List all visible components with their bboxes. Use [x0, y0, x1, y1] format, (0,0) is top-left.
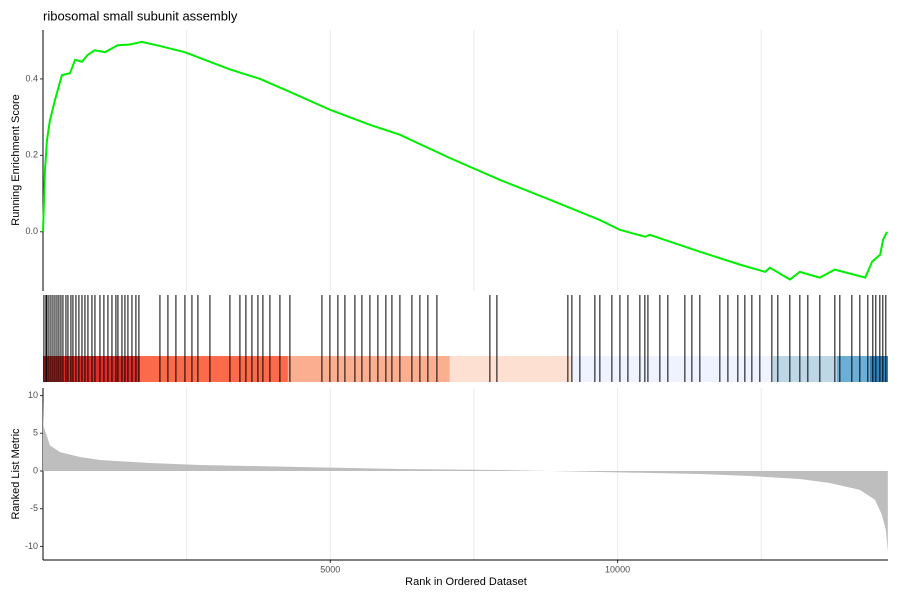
- rank-band: [287, 356, 450, 382]
- chart-title: ribosomal small subunit assembly: [43, 8, 238, 23]
- y-tick-label: 0: [33, 465, 38, 475]
- y-tick-label: 10: [28, 390, 38, 400]
- y-axis-title: Ranked List Metric: [10, 428, 22, 520]
- rank-band: [772, 356, 837, 382]
- y-tick-label: 0.4: [25, 73, 38, 83]
- rank-band: [449, 356, 572, 382]
- rank-band: [836, 356, 870, 382]
- y-tick-label: -5: [30, 503, 38, 513]
- rank-band: [869, 356, 888, 382]
- x-axis-title: Rank in Ordered Dataset: [405, 576, 527, 588]
- y-axis-title: Running Enrichment Score: [10, 94, 22, 225]
- y-tick-label: 0.0: [25, 226, 38, 236]
- y-tick-label: 0.2: [25, 150, 38, 160]
- rank-band: [571, 356, 773, 382]
- y-tick-label: -10: [25, 541, 38, 551]
- y-tick-label: 5: [33, 428, 38, 438]
- x-tick-label: 5000: [320, 564, 340, 574]
- x-tick-label: 10000: [605, 564, 630, 574]
- rank-band: [139, 356, 288, 382]
- enrichment-line: [42, 40, 888, 281]
